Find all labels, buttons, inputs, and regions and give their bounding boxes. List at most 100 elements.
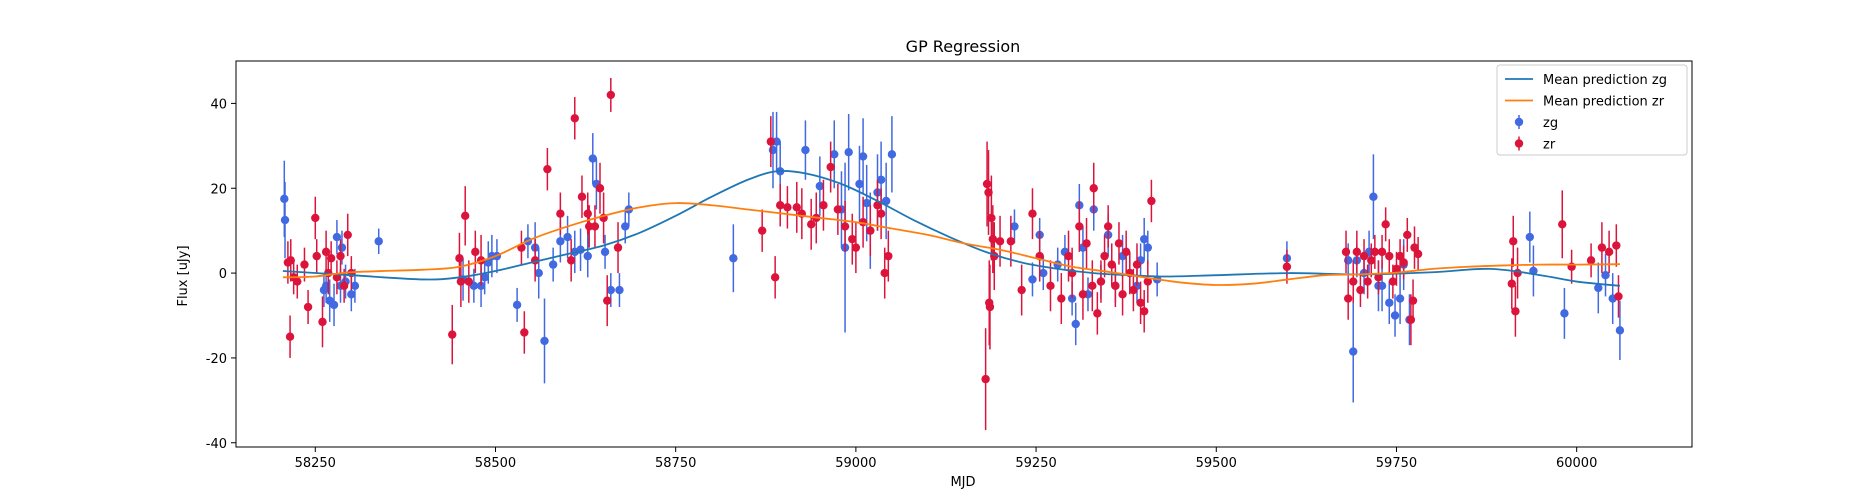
data-point <box>995 237 1005 246</box>
chart-title: GP Regression <box>906 37 1021 56</box>
data-point <box>1088 281 1097 291</box>
data-point <box>1352 247 1362 257</box>
legend-label: Mean prediction zr <box>1543 95 1665 110</box>
data-point <box>480 273 489 282</box>
y-tick-label: -20 <box>206 352 227 367</box>
x-tick-label: 59000 <box>835 456 876 471</box>
data-point <box>584 222 594 231</box>
x-tick-label: 58250 <box>295 456 336 471</box>
data-point <box>1601 271 1610 280</box>
data-point <box>1594 283 1603 293</box>
data-point <box>757 226 767 235</box>
data-point <box>1147 196 1156 206</box>
x-tick-label: 59500 <box>1196 456 1237 471</box>
data-point <box>1282 262 1292 271</box>
plot-area <box>280 77 1625 431</box>
data-point <box>1410 243 1419 252</box>
plot-content <box>280 77 1625 431</box>
data-point <box>285 332 295 341</box>
y-axis-label: Flux [uJy] <box>176 245 191 306</box>
legend: Mean prediction zg Mean prediction zr zg zr <box>1496 64 1688 156</box>
data-point <box>815 181 825 191</box>
data-point <box>326 254 336 263</box>
data-point <box>873 201 882 210</box>
data-point <box>1403 230 1412 240</box>
data-point <box>1399 258 1408 267</box>
data-point <box>766 137 776 146</box>
data-point <box>1377 247 1387 257</box>
data-point <box>1385 298 1394 307</box>
data-point <box>595 184 605 193</box>
data-point <box>293 277 302 286</box>
data-point <box>606 90 616 100</box>
data-point <box>1010 222 1019 231</box>
data-point <box>1604 247 1614 257</box>
data-point <box>1089 184 1098 193</box>
data-point <box>1114 239 1124 248</box>
legend-marker-zr <box>1514 139 1524 148</box>
data-point <box>1143 243 1153 252</box>
data-point <box>1390 311 1400 320</box>
data-point <box>858 152 868 161</box>
data-point <box>1139 234 1149 244</box>
data-point <box>534 268 543 278</box>
data-point <box>1408 296 1418 305</box>
data-point <box>1370 247 1380 257</box>
data-point <box>1107 260 1116 269</box>
data-point <box>783 203 792 212</box>
x-tick-label: 60000 <box>1556 456 1597 471</box>
y-tick-label: 0 <box>219 267 227 282</box>
data-point <box>374 237 383 246</box>
data-point <box>1078 290 1088 299</box>
data-point <box>556 209 565 218</box>
data-point <box>1381 220 1390 229</box>
data-point <box>1057 294 1066 303</box>
data-point <box>1388 277 1398 286</box>
data-point <box>329 300 339 310</box>
data-point <box>1143 277 1153 286</box>
data-point <box>792 203 801 212</box>
data-point <box>588 154 597 163</box>
data-point <box>806 220 816 229</box>
data-point <box>318 317 327 327</box>
data-point <box>1395 251 1405 261</box>
data-point <box>1413 249 1423 259</box>
data-point <box>1513 268 1522 278</box>
data-point <box>1028 209 1037 218</box>
data-point <box>1064 251 1073 261</box>
data-point <box>844 147 853 157</box>
data-point <box>347 290 356 299</box>
data-point <box>1615 326 1625 335</box>
data-point <box>851 243 861 252</box>
data-point <box>1341 247 1351 257</box>
data-point <box>311 213 320 223</box>
data-point <box>862 198 871 208</box>
data-point <box>471 247 480 257</box>
data-point <box>1343 294 1353 303</box>
data-point <box>520 328 529 337</box>
data-point <box>819 201 828 210</box>
data-point <box>1597 243 1607 252</box>
data-point <box>1560 309 1569 318</box>
data-point <box>840 222 850 231</box>
data-point <box>1082 239 1091 248</box>
data-point <box>982 179 992 189</box>
x-tick-label: 58750 <box>655 456 696 471</box>
data-point <box>339 281 349 291</box>
data-point <box>833 205 843 214</box>
data-point <box>1343 256 1353 265</box>
data-point <box>985 302 995 312</box>
y-tick-label: 20 <box>210 182 227 197</box>
x-tick-label: 58500 <box>475 456 516 471</box>
data-point <box>848 234 857 244</box>
data-point <box>876 209 886 218</box>
data-point <box>984 188 993 197</box>
data-point <box>621 222 630 231</box>
data-point <box>300 260 309 269</box>
data-point <box>772 137 781 146</box>
x-tick-label: 59250 <box>1015 456 1056 471</box>
data-point <box>583 209 592 218</box>
data-point <box>1139 307 1149 316</box>
data-point <box>1392 264 1401 274</box>
data-point <box>1406 315 1416 324</box>
